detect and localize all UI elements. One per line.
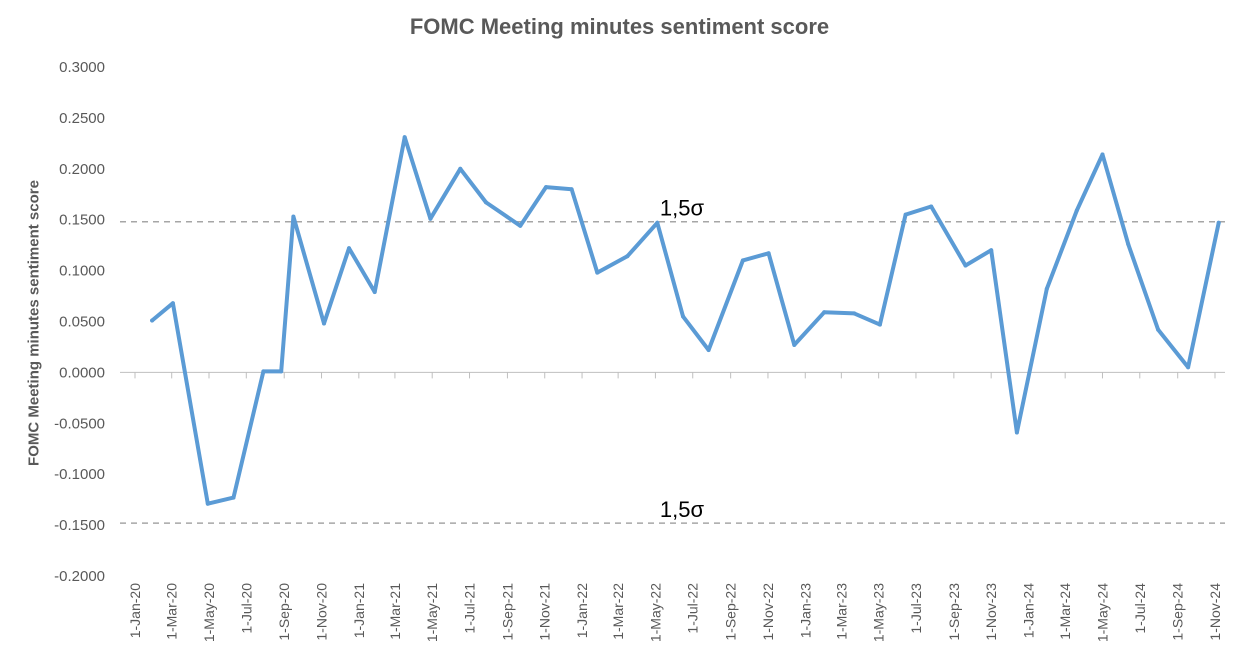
- data-point: [205, 501, 210, 506]
- data-point: [428, 216, 433, 221]
- data-point: [792, 342, 797, 347]
- data-point: [1014, 430, 1019, 435]
- x-tick-label: 1-Nov-23: [983, 583, 999, 641]
- x-tick-label: 1-Mar-21: [387, 583, 403, 640]
- x-tick-label: 1-Jul-21: [462, 583, 478, 634]
- data-point: [170, 301, 175, 306]
- x-tick-label: 1-Mar-24: [1057, 583, 1073, 640]
- data-point: [372, 290, 377, 294]
- data-point: [518, 223, 523, 228]
- data-point: [150, 318, 155, 323]
- x-tick-label: 1-Jan-21: [351, 583, 367, 638]
- x-tick-label: 1-Mar-22: [610, 583, 626, 640]
- data-point: [291, 214, 296, 219]
- x-tick-label: 1-Mar-23: [833, 583, 849, 640]
- x-tick-label: 1-Sep-23: [946, 583, 962, 641]
- y-tick-label: 0.1500: [59, 212, 105, 229]
- y-tick-label: 0.3000: [59, 59, 105, 76]
- x-tick-label: 1-May-21: [424, 583, 440, 642]
- data-point: [402, 135, 407, 140]
- y-tick-label: -0.1500: [54, 517, 105, 534]
- y-tick-label: 0.0500: [59, 314, 105, 331]
- data-point: [852, 311, 857, 316]
- upper-sigma-label: 1,5σ: [660, 196, 705, 221]
- x-tick-label: 1-Nov-20: [314, 583, 330, 641]
- data-point: [569, 187, 574, 192]
- data-point: [322, 321, 326, 326]
- data-point: [1074, 208, 1079, 213]
- data-point: [877, 322, 882, 327]
- series-line: [150, 135, 1221, 506]
- x-tick-label: 1-Jan-22: [574, 583, 590, 638]
- data-point: [655, 220, 660, 225]
- data-point: [989, 248, 994, 253]
- data-point: [595, 270, 600, 275]
- lower-sigma-label: 1,5σ: [660, 497, 705, 522]
- x-tick-label: 1-Jan-23: [797, 583, 813, 638]
- data-point: [279, 369, 284, 374]
- x-tick-label: 1-May-23: [871, 583, 887, 642]
- data-point: [231, 495, 236, 500]
- x-tick-label: 1-Sep-20: [276, 583, 292, 641]
- data-point: [681, 314, 685, 319]
- data-point: [1186, 365, 1191, 370]
- data-point: [1216, 220, 1221, 225]
- y-tick-label: 0.2000: [59, 161, 105, 178]
- y-tick-label: 0.2500: [59, 110, 105, 127]
- data-point: [1100, 152, 1105, 157]
- x-tick-label: 1-Sep-22: [723, 583, 739, 641]
- data-point: [929, 204, 934, 209]
- data-point: [766, 251, 771, 256]
- y-tick-label: -0.2000: [54, 568, 105, 585]
- x-tick-label: 1-Nov-22: [760, 583, 776, 641]
- x-tick-label: 1-Jul-23: [908, 583, 924, 634]
- x-tick-label: 1-May-24: [1094, 583, 1110, 642]
- data-point: [261, 369, 266, 374]
- data-point: [458, 166, 463, 171]
- x-tick-label: 1-Nov-24: [1207, 583, 1223, 641]
- x-tick-label: 1-May-22: [647, 583, 663, 642]
- y-tick-label: 0.0000: [59, 364, 105, 381]
- data-point: [903, 212, 908, 217]
- x-tick-label: 1-Mar-20: [164, 583, 180, 640]
- data-point: [1126, 242, 1131, 247]
- data-point: [822, 310, 827, 315]
- x-tick-label: 1-Jan-20: [127, 583, 143, 638]
- x-tick-label: 1-Jul-22: [685, 583, 701, 634]
- data-point: [963, 263, 968, 268]
- y-tick-label: -0.0500: [54, 415, 105, 432]
- data-point: [544, 185, 548, 190]
- data-point: [1044, 286, 1049, 291]
- data-point: [347, 246, 351, 251]
- x-tick-label: 1-Jul-20: [238, 583, 254, 634]
- data-point: [484, 200, 488, 205]
- x-tick-label: 1-Jul-24: [1132, 583, 1148, 634]
- y-tick-label: -0.1000: [54, 466, 105, 483]
- x-tick-label: 1-Jan-24: [1020, 583, 1036, 638]
- x-tick-label: 1-Sep-24: [1170, 583, 1186, 641]
- data-point: [740, 258, 745, 263]
- data-point: [706, 348, 711, 352]
- data-point: [625, 254, 630, 259]
- chart-title: FOMC Meeting minutes sentiment score: [409, 14, 830, 39]
- x-tick-label: 1-Nov-21: [537, 583, 553, 641]
- x-tick-label: 1-May-20: [201, 583, 217, 642]
- data-point: [1156, 327, 1161, 332]
- x-tick-label: 1-Sep-21: [499, 583, 515, 641]
- y-tick-label: 0.1000: [59, 263, 105, 280]
